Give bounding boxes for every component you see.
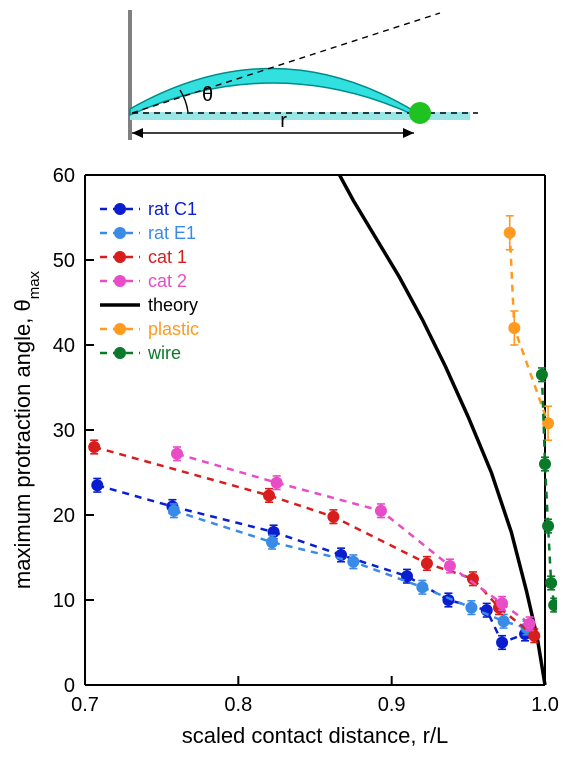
legend-swatch-marker — [114, 275, 126, 287]
legend: rat C1 rat E1 cat 1 cat 2 theory plastic wire — [100, 199, 199, 363]
data-point — [327, 511, 339, 523]
data-point — [496, 597, 508, 609]
y-tick-label: 30 — [53, 420, 75, 442]
y-axis-label: maximum protraction angle, θmax — [10, 270, 43, 589]
data-point — [444, 560, 456, 572]
series-wire — [536, 368, 560, 612]
dash-angle — [132, 13, 440, 113]
series-line — [177, 454, 530, 624]
legend-item-ratC1: rat C1 — [100, 199, 197, 219]
data-point — [416, 581, 428, 593]
r-label: r — [280, 110, 287, 132]
schematic-diagram: θr — [130, 10, 478, 140]
y-tick-label: 60 — [53, 165, 75, 187]
legend-item-cat1: cat 1 — [100, 247, 187, 267]
legend-item-ratE1: rat E1 — [100, 223, 196, 243]
series-theory — [340, 175, 545, 685]
legend-label: plastic — [148, 319, 199, 339]
y-tick-label: 50 — [53, 250, 75, 272]
legend-swatch-marker — [114, 203, 126, 215]
data-point — [539, 458, 551, 470]
data-point — [542, 520, 554, 532]
data-point — [271, 477, 283, 489]
legend-label: wire — [147, 343, 181, 363]
legend-item-wire: wire — [100, 343, 181, 363]
x-tick-label: 0.9 — [378, 694, 406, 716]
data-point — [465, 602, 477, 614]
data-point — [375, 505, 387, 517]
data-point — [545, 577, 557, 589]
y-tick-label: 0 — [64, 675, 75, 697]
legend-item-plastic: plastic — [100, 319, 199, 339]
y-tick-label: 20 — [53, 505, 75, 527]
data-point — [548, 599, 560, 611]
legend-swatch-marker — [114, 347, 126, 359]
data-point — [524, 618, 536, 630]
legend-swatch-marker — [114, 227, 126, 239]
data-point — [528, 630, 540, 642]
series-plastic — [504, 216, 554, 440]
data-point — [498, 615, 510, 627]
y-tick-label: 10 — [53, 590, 75, 612]
legend-label: rat E1 — [148, 223, 196, 243]
x-tick-label: 0.8 — [224, 694, 252, 716]
r-arrow-left — [132, 128, 143, 138]
legend-label: cat 1 — [148, 247, 187, 267]
data-point — [347, 556, 359, 568]
data-point — [91, 479, 103, 491]
data-point — [88, 441, 100, 453]
r-arrow-right — [403, 128, 414, 138]
theta-label: θ — [202, 84, 213, 106]
data-point — [266, 536, 278, 548]
x-axis-label: scaled contact distance, r/L — [182, 723, 449, 748]
legend-label: theory — [148, 295, 198, 315]
legend-item-theory: theory — [100, 295, 198, 315]
data-point — [171, 448, 183, 460]
whisker-shape — [130, 68, 414, 115]
data-point — [496, 637, 508, 649]
data-point — [504, 227, 516, 239]
contact-ball — [409, 102, 431, 124]
protraction-chart: 0.7 0.8 0.9 1.0 0 10 20 30 40 50 60 scaled contact … — [10, 165, 560, 748]
data-point — [442, 594, 454, 606]
data-point — [168, 505, 180, 517]
data-point — [263, 489, 275, 501]
legend-swatch-marker — [114, 251, 126, 263]
series-ratC1 — [91, 478, 531, 649]
y-tick-label: 40 — [53, 335, 75, 357]
legend-item-cat2: cat 2 — [100, 271, 187, 291]
data-point — [536, 369, 548, 381]
legend-label: rat C1 — [148, 199, 197, 219]
data-point — [421, 557, 433, 569]
series-cat2 — [171, 447, 536, 631]
series-line — [340, 175, 545, 685]
series-ratE1 — [168, 504, 533, 635]
x-tick-label: 1.0 — [531, 694, 559, 716]
legend-label: cat 2 — [148, 271, 187, 291]
data-point — [508, 322, 520, 334]
legend-swatch-marker — [114, 323, 126, 335]
x-tick-label: 0.7 — [71, 694, 99, 716]
